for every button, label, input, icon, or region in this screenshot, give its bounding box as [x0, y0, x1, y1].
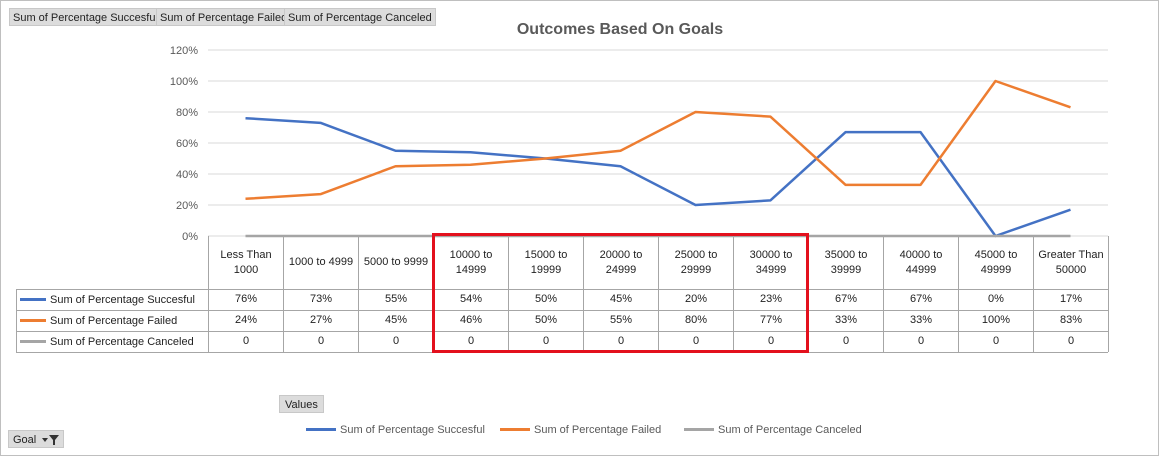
y-tick-label: 40%	[176, 169, 198, 181]
table-row-failed-label: Sum of Percentage Failed	[16, 310, 208, 331]
series-line-successful	[245, 116, 1071, 238]
table-value-cell: 76%	[208, 289, 283, 310]
table-header-cell: Less Than 1000	[208, 236, 283, 289]
legend-item-successful: Sum of Percentage Succesful	[306, 424, 485, 436]
table-value-cell: 50%	[508, 310, 583, 331]
legend-swatch-failed	[500, 427, 530, 431]
table-value-cell: 45%	[358, 310, 433, 331]
table-hline	[16, 331, 1108, 332]
table-value-cell: 55%	[358, 289, 433, 310]
legend-label-failed: Sum of Percentage Failed	[534, 424, 662, 436]
table-vline	[16, 289, 17, 352]
table-header-cell: Greater Than 50000	[1033, 236, 1108, 289]
y-tick-label: 100%	[170, 76, 198, 88]
chart-title: Outcomes Based On Goals	[516, 21, 724, 38]
table-hline	[16, 310, 1108, 311]
table-value-cell: 20%	[658, 289, 733, 310]
table-value-cell: 0	[1033, 331, 1108, 352]
y-tick-label: 60%	[176, 138, 198, 150]
table-value-cell: 0%	[958, 289, 1033, 310]
table-value-cell: 0	[958, 331, 1033, 352]
row-label-text: Sum of Percentage Canceled	[50, 335, 194, 348]
table-header-cell: 25000 to 29999	[658, 236, 733, 289]
y-tick-label: 20%	[176, 200, 198, 212]
table-row-canceled-label: Sum of Percentage Canceled	[16, 331, 208, 352]
table-value-cell: 17%	[1033, 289, 1108, 310]
row-label-text: Sum of Percentage Succesful	[50, 293, 195, 306]
row-label-text: Sum of Percentage Failed	[50, 314, 178, 327]
table-value-cell: 100%	[958, 310, 1033, 331]
field-button-successful[interactable]: Sum of Percentage Succesful	[9, 8, 162, 26]
table-header-cell: 1000 to 4999	[283, 236, 358, 289]
table-header-cell: 30000 to 34999	[733, 236, 808, 289]
row-swatch	[20, 340, 46, 343]
legend-swatch-successful	[306, 427, 336, 431]
table-value-cell: 77%	[733, 310, 808, 331]
table-value-cell: 73%	[283, 289, 358, 310]
y-tick-label: 0%	[182, 231, 198, 243]
table-value-cell: 33%	[808, 310, 883, 331]
table-hline	[16, 289, 1108, 290]
table-row-successful-label: Sum of Percentage Succesful	[16, 289, 208, 310]
legend-label-successful: Sum of Percentage Succesful	[340, 424, 485, 436]
filter-dropdown-icon	[40, 434, 60, 452]
y-tick-label: 80%	[176, 107, 198, 119]
legend-label-canceled: Sum of Percentage Canceled	[718, 424, 862, 436]
table-value-cell: 24%	[208, 310, 283, 331]
table-value-cell: 55%	[583, 310, 658, 331]
table-value-cell: 67%	[883, 289, 958, 310]
table-value-cell: 0	[508, 331, 583, 352]
legend-item-failed: Sum of Percentage Failed	[500, 424, 661, 436]
values-button[interactable]: Values	[279, 395, 324, 413]
table-value-cell: 23%	[733, 289, 808, 310]
series-line-failed	[245, 79, 1071, 201]
table-value-cell: 0	[208, 331, 283, 352]
legend-item-canceled: Sum of Percentage Canceled	[684, 424, 862, 436]
table-value-cell: 0	[658, 331, 733, 352]
table-header-cell: 15000 to 19999	[508, 236, 583, 289]
table-header-cell: 5000 to 9999	[358, 236, 433, 289]
table-header-cell: 40000 to 44999	[883, 236, 958, 289]
table-value-cell: 83%	[1033, 310, 1108, 331]
table-value-cell: 45%	[583, 289, 658, 310]
table-value-cell: 33%	[883, 310, 958, 331]
table-value-cell: 0	[733, 331, 808, 352]
row-swatch	[20, 298, 46, 301]
highlight-box	[432, 233, 809, 353]
table-header-cell: 35000 to 39999	[808, 236, 883, 289]
field-button-canceled[interactable]: Sum of Percentage Canceled	[284, 8, 436, 26]
table-value-cell: 67%	[808, 289, 883, 310]
table-value-cell: 50%	[508, 289, 583, 310]
table-value-cell: 0	[808, 331, 883, 352]
y-tick-label: 120%	[170, 45, 198, 57]
table-header-cell: 45000 to 49999	[958, 236, 1033, 289]
table-value-cell: 0	[883, 331, 958, 352]
table-header-cell: 20000 to 24999	[583, 236, 658, 289]
table-value-cell: 0	[283, 331, 358, 352]
goal-filter-button[interactable]: Goal	[8, 430, 64, 448]
table-value-cell: 0	[583, 331, 658, 352]
table-vline	[1108, 236, 1109, 352]
table-value-cell: 27%	[283, 310, 358, 331]
table-value-cell: 80%	[658, 310, 733, 331]
legend-swatch-canceled	[684, 427, 714, 431]
row-swatch	[20, 319, 46, 322]
goal-filter-label: Goal	[13, 434, 37, 446]
table-value-cell: 0	[358, 331, 433, 352]
